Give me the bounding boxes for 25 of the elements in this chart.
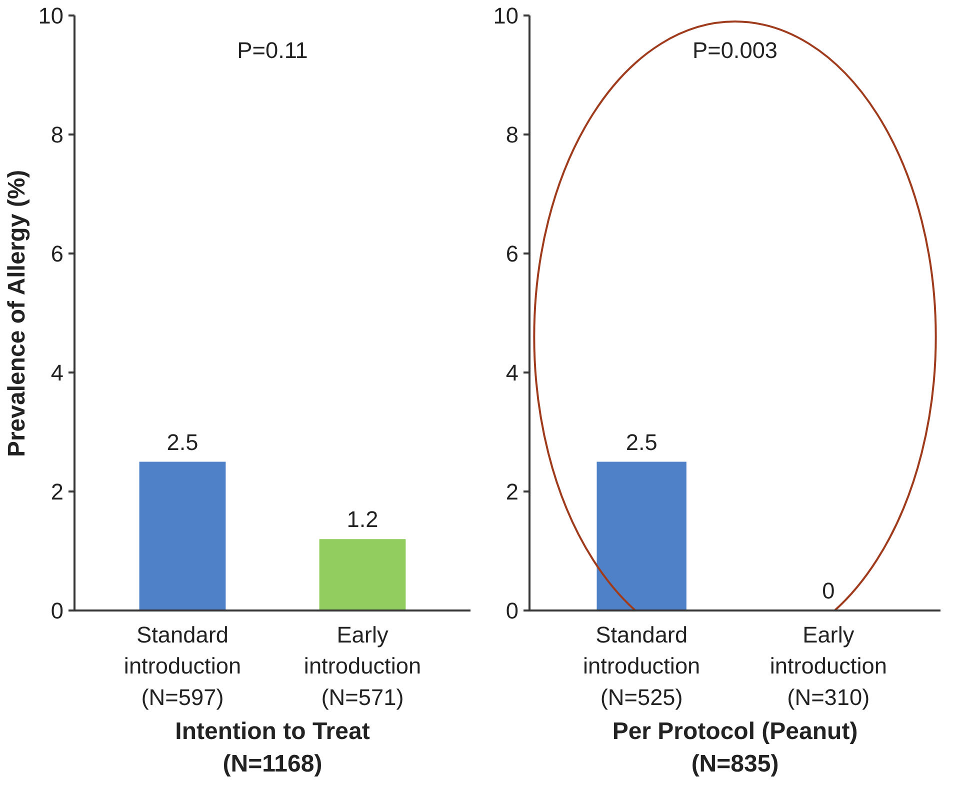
x-axis-title: Per Protocol (Peanut) (N=835) bbox=[612, 718, 858, 778]
y-tick-label: 10 bbox=[493, 2, 518, 28]
y-axis-title: Prevalence of Allergy (%) bbox=[3, 170, 30, 458]
y-tick-label: 4 bbox=[50, 360, 64, 386]
y-tick-label: 2 bbox=[50, 478, 64, 504]
y-tick-label: 0 bbox=[50, 598, 64, 624]
x-tick-label: Early introduction (N=310) bbox=[770, 622, 887, 710]
data-label: 0 bbox=[822, 578, 835, 604]
y-tick-label: 8 bbox=[506, 122, 519, 148]
y-tick-label: 0 bbox=[506, 598, 519, 624]
data-label: 2.5 bbox=[166, 428, 198, 455]
y-tick-label: 10 bbox=[38, 2, 64, 28]
x-tick-label: Standard introduction (N=597) bbox=[124, 622, 242, 710]
y-tick-label: 8 bbox=[50, 122, 64, 148]
y-tick-label: 6 bbox=[50, 240, 64, 266]
annotation: P=0.11 bbox=[237, 37, 308, 64]
data-label: 2.5 bbox=[626, 428, 658, 455]
x-tick-label: Early introduction (N=571) bbox=[304, 622, 422, 710]
data-label: 1.2 bbox=[346, 506, 378, 532]
y-tick-label: 6 bbox=[506, 240, 519, 266]
y-tick-label: 4 bbox=[506, 360, 519, 386]
y-tick-label: 2 bbox=[506, 478, 519, 504]
x-tick-label: Standard introduction (N=525) bbox=[583, 622, 700, 710]
annotation: P=0.003 bbox=[692, 37, 778, 64]
x-axis-title: Intention to Treat (N=1168) bbox=[175, 718, 370, 778]
